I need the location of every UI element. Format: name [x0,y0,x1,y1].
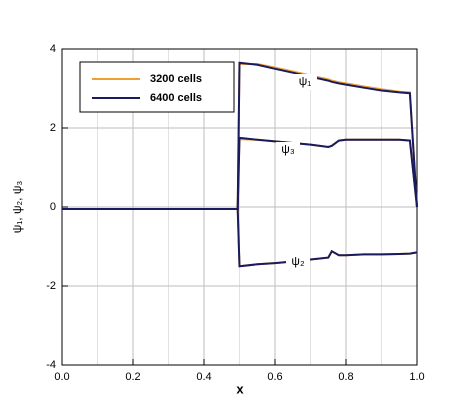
curve-label: ψ₂ [291,254,305,268]
y-tick-label: 4 [50,43,56,55]
y-tick-label: 2 [50,122,56,134]
x-tick-label: 0.8 [338,371,353,383]
label-background [286,254,310,270]
y-tick-label: -2 [46,280,56,292]
data-line [62,136,418,210]
curve-label: ψ₃ [281,142,295,156]
x-tick-label: 1.0 [409,371,424,383]
curve-label: ψ₁ [299,74,312,88]
label-background [276,142,300,158]
y-tick-label: 0 [50,201,56,213]
legend-label: 6400 cells [150,92,202,104]
x-tick-label: 0.4 [196,371,211,383]
legend-box [79,61,235,113]
legend-label: 3200 cells [150,73,202,85]
y-axis-label: ψ₁, ψ₂, ψ₃ [10,181,24,234]
x-tick-label: 0.0 [54,371,69,383]
x-tick-label: 0.2 [125,371,140,383]
label-background [293,74,317,90]
y-tick-label: -4 [46,359,56,371]
x-tick-label: 0.6 [267,371,282,383]
x-axis-label: x [236,381,244,396]
